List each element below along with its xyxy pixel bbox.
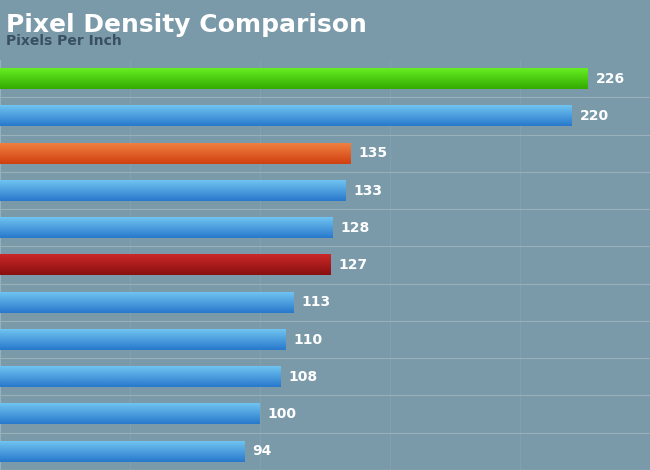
Text: 108: 108 <box>289 370 318 384</box>
Text: 113: 113 <box>302 295 331 309</box>
Text: 110: 110 <box>294 333 323 346</box>
Text: Pixels Per Inch: Pixels Per Inch <box>6 34 122 48</box>
Text: 226: 226 <box>595 72 625 86</box>
Text: 127: 127 <box>338 258 367 272</box>
Text: 220: 220 <box>580 109 609 123</box>
Text: 100: 100 <box>268 407 297 421</box>
Text: Pixel Density Comparison: Pixel Density Comparison <box>6 13 367 37</box>
Text: 135: 135 <box>359 146 388 160</box>
Text: 128: 128 <box>341 221 370 235</box>
Text: 133: 133 <box>354 184 383 197</box>
Text: 94: 94 <box>252 444 272 458</box>
